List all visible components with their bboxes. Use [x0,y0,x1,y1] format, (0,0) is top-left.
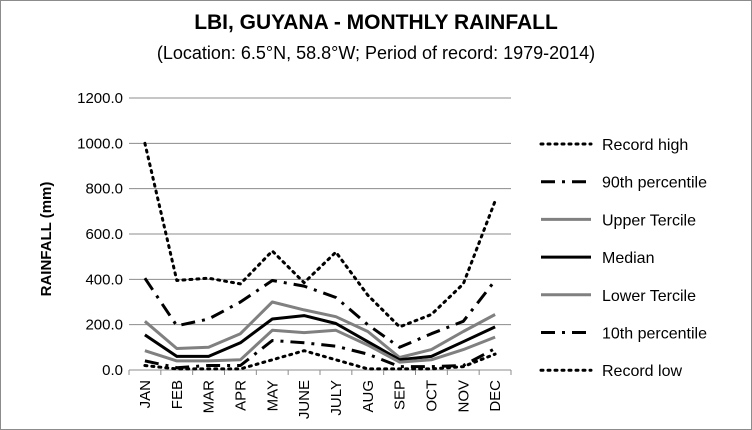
series-line-record-high [143,141,497,329]
y-tick-label: 0.0 [102,362,123,379]
y-tick-label: 200.0 [85,317,123,334]
x-tick-label: NOV [455,380,472,413]
legend-label-lower-tercile: Lower Tercile [602,288,696,305]
x-tick-label: JUNE [296,380,313,419]
x-tick-label: FEB [169,380,186,409]
x-tick-label: DEC [487,380,504,412]
x-tick-label: SEP [392,380,409,410]
x-tick-label: APR [232,380,249,411]
series-line-median [144,314,496,362]
legend-label-upper-tercile: Upper Tercile [602,212,696,229]
x-tick-label: AUG [360,380,377,413]
legend-label-record-low: Record low [602,363,682,380]
series-line-record-low [143,349,497,371]
x-tick-label: JULY [328,380,345,416]
series-line-lower-tercile [144,328,496,364]
y-axis-label: RAINFALL (mm) [38,182,55,297]
y-tick-label: 800.0 [85,181,123,198]
chart-title: LBI, GUYANA - MONTHLY RAINFALL [194,11,558,34]
series-line-upper-tercile [143,300,496,359]
legend-label-90th-percentile: 90th percentile [602,175,707,192]
x-tick-label: MAR [201,380,218,414]
x-tick-label: OCT [423,380,440,412]
y-tick-label: 400.0 [85,271,123,288]
legend-label-10th-percentile: 10th percentile [602,326,707,343]
y-tick-label: 1200.0 [77,90,123,107]
legend-label-record-high: Record high [602,137,688,154]
chart-subtitle: (Location: 6.5°N, 58.8°W; Period of reco… [156,43,596,63]
y-tick-label: 1000.0 [77,135,123,152]
x-tick-label: JAN [137,380,154,408]
y-tick-label: 600.0 [85,226,123,243]
series-line-90th-percentile [143,277,497,349]
legend-label-median: Median [602,250,654,267]
x-tick-label: MAY [264,380,281,411]
